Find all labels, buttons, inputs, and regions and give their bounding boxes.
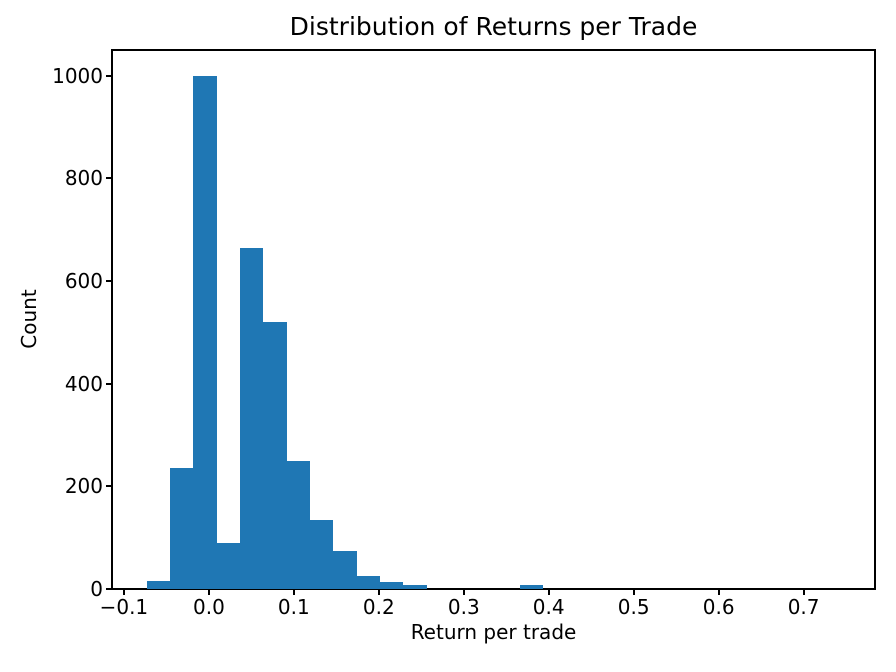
x-tick-label: 0.1	[277, 595, 310, 619]
x-tick-mark	[547, 590, 550, 595]
x-tick-label: 0.4	[532, 595, 565, 619]
histogram-bar	[403, 584, 427, 589]
x-tick-mark	[207, 590, 210, 595]
x-tick-mark	[292, 590, 295, 595]
x-tick-label: −0.1	[99, 595, 149, 619]
y-tick-mark	[106, 177, 111, 180]
histogram-bar	[356, 576, 381, 589]
y-tick-mark	[106, 485, 111, 488]
histogram-bar	[169, 468, 194, 589]
y-tick-mark	[106, 588, 111, 590]
histogram-bar	[519, 584, 544, 589]
histogram-bar	[216, 542, 241, 589]
y-tick-label: 1000	[52, 63, 103, 88]
y-axis-label: Count	[17, 289, 41, 349]
histogram-bar	[379, 582, 404, 589]
y-tick-label: 400	[64, 371, 103, 396]
histogram-bar	[309, 519, 334, 589]
histogram-bar	[263, 322, 287, 589]
y-tick-mark	[106, 382, 111, 385]
y-tick-mark	[106, 74, 111, 77]
histogram-bar	[286, 460, 311, 589]
y-tick-label: 200	[64, 474, 103, 499]
x-tick-mark	[377, 590, 380, 595]
x-tick-mark	[717, 590, 720, 595]
histogram-bar	[333, 550, 357, 589]
histogram-bar	[146, 581, 171, 589]
histogram-bar	[193, 75, 217, 589]
x-tick-label: 0.0	[192, 595, 225, 619]
histogram-bar	[239, 247, 264, 589]
x-axis-label: Return per trade	[410, 620, 577, 644]
x-tick-mark	[802, 590, 805, 595]
x-tick-label: 0.2	[362, 595, 395, 619]
x-tick-mark	[122, 590, 125, 595]
x-tick-label: 0.3	[447, 595, 480, 619]
plot-area	[111, 49, 876, 590]
y-tick-label: 600	[64, 269, 103, 293]
y-tick-label: 800	[64, 166, 103, 191]
x-tick-mark	[632, 590, 635, 595]
y-tick-mark	[106, 280, 111, 282]
x-tick-label: 0.7	[787, 595, 820, 619]
chart-title: Distribution of Returns per Trade	[289, 12, 698, 41]
x-tick-label: 0.6	[702, 595, 735, 619]
y-tick-label: 0	[90, 577, 103, 601]
x-tick-mark	[462, 590, 465, 595]
x-tick-label: 0.5	[617, 595, 650, 619]
